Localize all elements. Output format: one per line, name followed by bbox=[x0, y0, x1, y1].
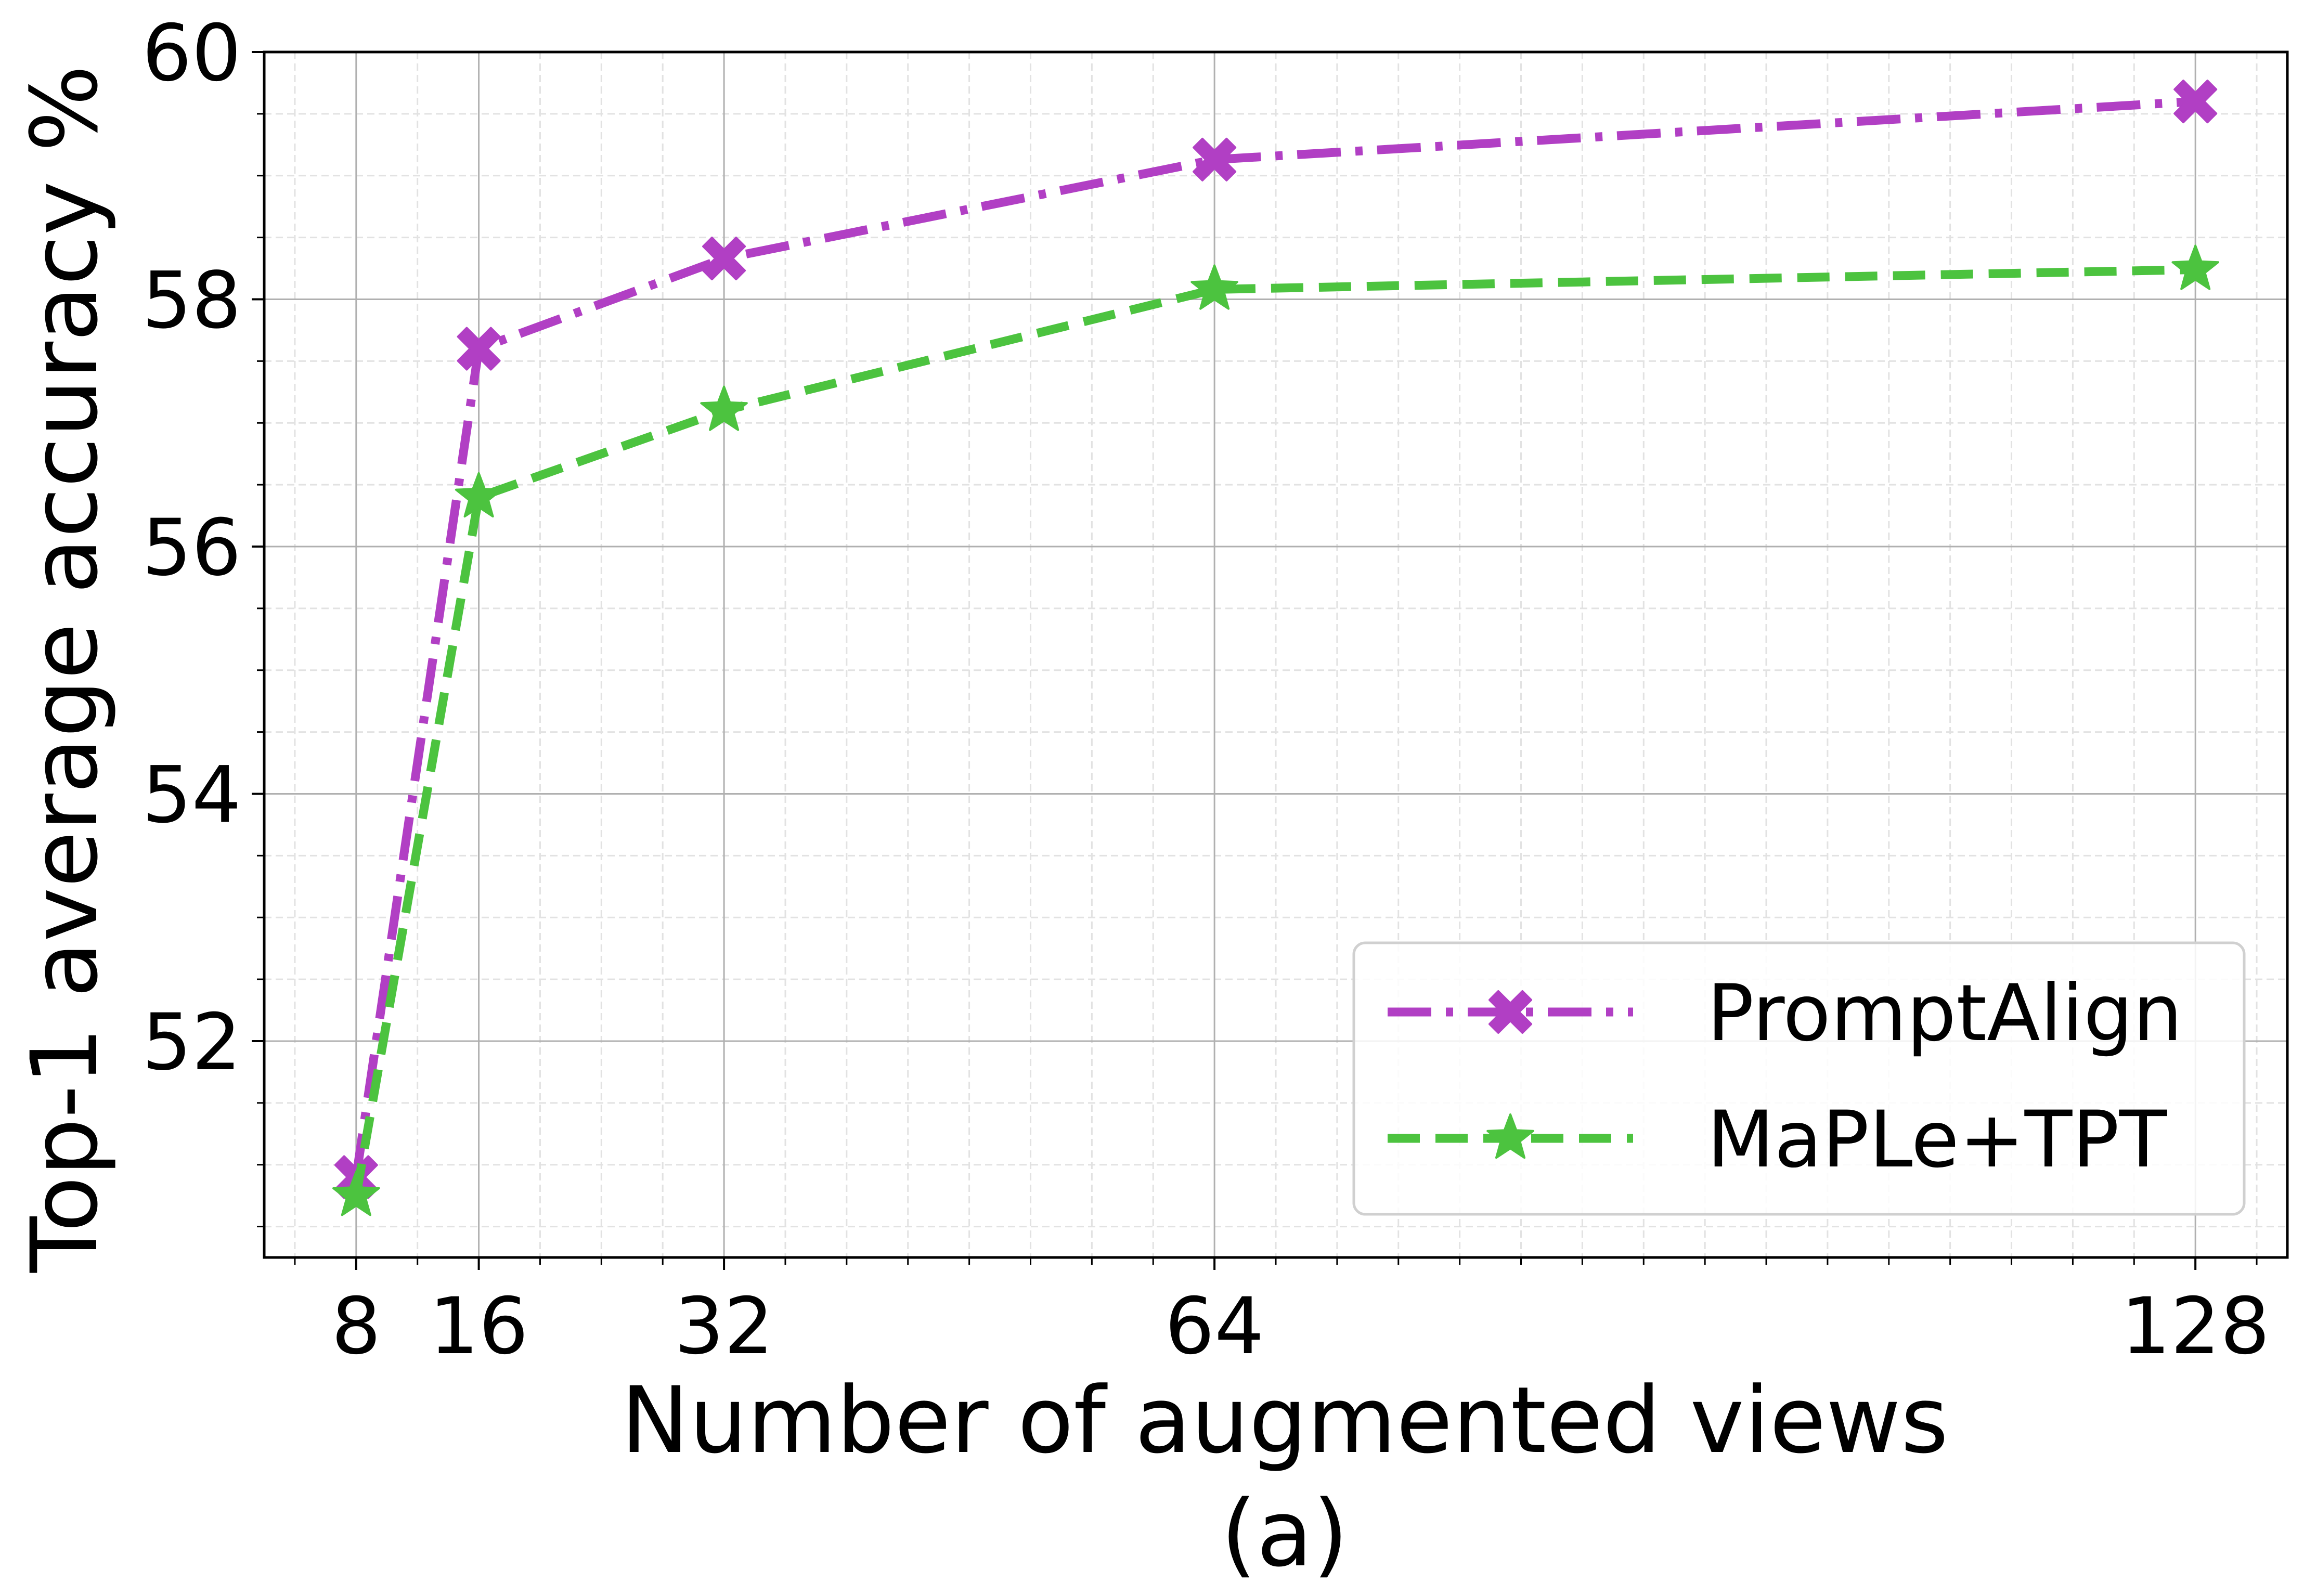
series-layer bbox=[332, 80, 2219, 1216]
tick-labels: 8 16 32 64 128 52 54 56 58 60 bbox=[142, 8, 2270, 1372]
x-tick-label: 8 bbox=[331, 1281, 381, 1372]
legend-entry: PromptAlign bbox=[1388, 968, 2182, 1059]
data-point bbox=[455, 472, 503, 518]
series-line bbox=[352, 97, 2196, 1178]
data-point bbox=[332, 1171, 380, 1216]
x-tick-label: 64 bbox=[1165, 1281, 1264, 1372]
legend-label: MaPLe+TPT bbox=[1707, 1095, 2168, 1185]
series-maple-tpt bbox=[332, 244, 2219, 1216]
x-tick-label: 16 bbox=[429, 1281, 528, 1372]
y-tick-label: 58 bbox=[142, 255, 241, 346]
y-tick-label: 54 bbox=[142, 750, 241, 840]
data-point bbox=[457, 327, 501, 371]
data-point bbox=[1193, 137, 1237, 181]
data-point bbox=[700, 385, 748, 431]
legend-marker bbox=[1486, 1113, 1534, 1159]
legend-entries: PromptAlign MaPLe+TPT bbox=[1388, 968, 2182, 1185]
data-point bbox=[2173, 80, 2218, 124]
plot-frame bbox=[263, 50, 2289, 1259]
chart-caption: (a) bbox=[1221, 1481, 1348, 1587]
y-tick-label: 60 bbox=[142, 8, 241, 99]
data-point bbox=[702, 237, 746, 281]
data-point bbox=[1190, 264, 1238, 310]
legend-label: PromptAlign bbox=[1707, 968, 2182, 1059]
data-point bbox=[2171, 244, 2219, 290]
y-axis-title: Top-1 average accuracy % bbox=[11, 65, 118, 1273]
legend: PromptAlign MaPLe+TPT bbox=[1352, 941, 2246, 1216]
x-axis-title: Number of augmented views bbox=[621, 1367, 1949, 1474]
minor-grid bbox=[264, 52, 2287, 1257]
y-tick-label: 52 bbox=[142, 997, 241, 1088]
legend-marker bbox=[1488, 990, 1532, 1034]
x-tick-label: 32 bbox=[675, 1281, 774, 1372]
y-tick-label: 56 bbox=[142, 503, 241, 593]
x-tick-label: 128 bbox=[2121, 1281, 2270, 1372]
legend-entry: MaPLe+TPT bbox=[1388, 1095, 2168, 1185]
